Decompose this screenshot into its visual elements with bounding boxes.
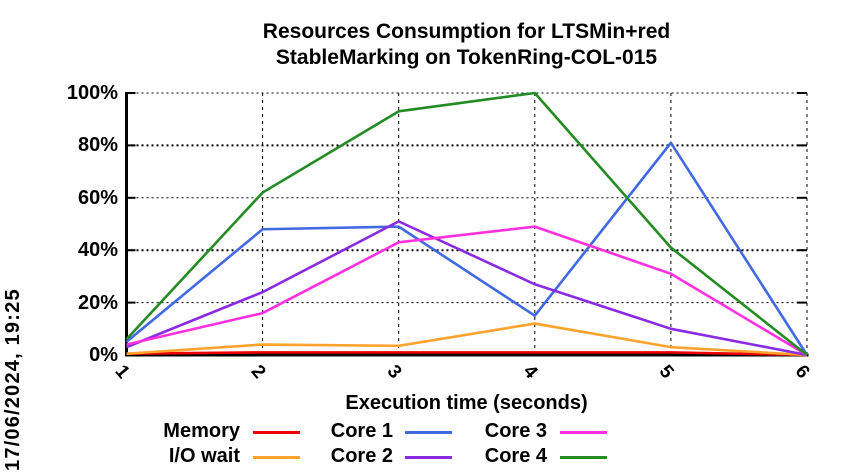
y-tick-label-40: 40% bbox=[77, 239, 118, 262]
legend-label-memory: Memory bbox=[163, 420, 240, 442]
timestamp: 17/06/2024, 19:25 bbox=[2, 288, 24, 471]
legend-swatch-memory bbox=[253, 431, 300, 434]
legend-label-core-3: Core 3 bbox=[484, 420, 547, 442]
series-line-core-4 bbox=[125, 91, 808, 357]
legend-swatch-core-4 bbox=[560, 456, 607, 459]
y-tick-label-80: 80% bbox=[77, 134, 118, 157]
legend-label-core-4: Core 4 bbox=[484, 445, 547, 467]
chart-title-line1: Resources Consumption for LTSMin+red bbox=[262, 20, 671, 43]
legend-swatch-i-o-wait bbox=[253, 456, 300, 459]
legend-swatch-core-3 bbox=[560, 431, 607, 434]
y-tick-label-100: 100% bbox=[66, 82, 118, 104]
x-axis-title: Execution time (seconds) bbox=[345, 392, 588, 414]
series-line-core-2 bbox=[126, 220, 808, 357]
series-line-memory bbox=[126, 351, 808, 357]
legend-swatch-core-1 bbox=[405, 431, 452, 434]
legend-label-i-o-wait: I/O wait bbox=[168, 445, 240, 467]
series-line-core-3 bbox=[126, 225, 808, 357]
y-tick-label-20: 20% bbox=[77, 291, 118, 314]
y-tick-label-0: 0% bbox=[89, 344, 118, 366]
legend-swatch-core-2 bbox=[405, 456, 452, 459]
legend-label-core-2: Core 2 bbox=[330, 445, 393, 467]
chart-title-line2: StableMarking on TokenRing-COL-015 bbox=[275, 46, 658, 69]
series-line-core-1 bbox=[125, 141, 809, 356]
legend-label-core-1: Core 1 bbox=[330, 420, 393, 442]
y-tick-label-60: 60% bbox=[77, 186, 118, 209]
series-line-i-o-wait bbox=[126, 322, 808, 357]
chart-title: Resources Consumption for LTSMin+red Sta… bbox=[83, 19, 850, 71]
